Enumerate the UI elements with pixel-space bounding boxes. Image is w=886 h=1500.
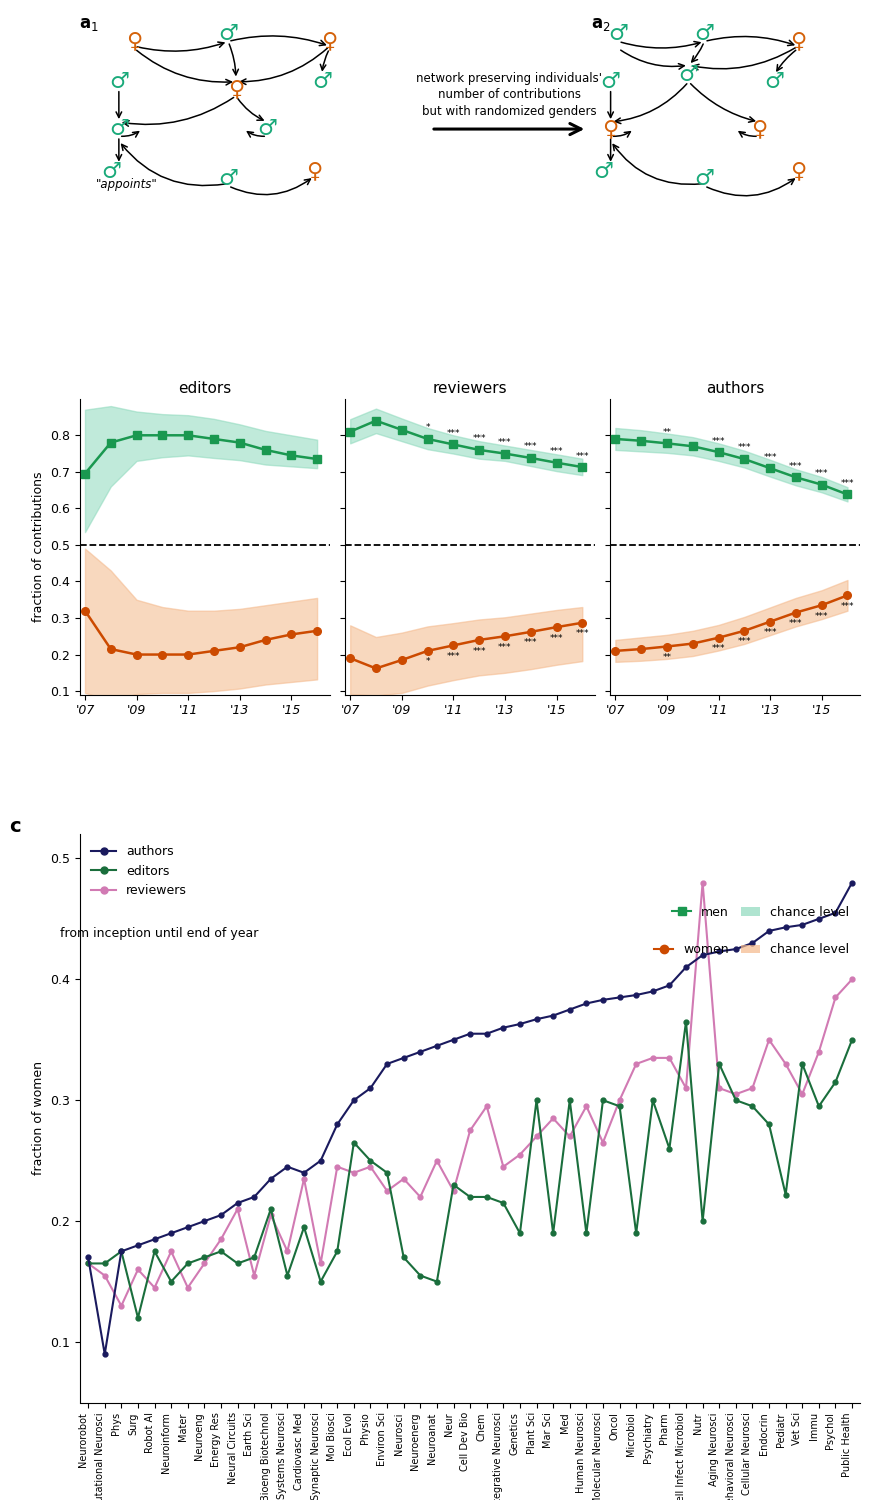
Text: ♀: ♀ [789, 162, 805, 182]
Text: ***: *** [549, 447, 563, 456]
Title: editors: editors [178, 381, 231, 396]
Text: ♂: ♂ [312, 72, 331, 92]
Title: reviewers: reviewers [432, 381, 507, 396]
Text: ♂: ♂ [101, 162, 120, 182]
Text: ♂: ♂ [109, 72, 128, 92]
Text: ♂: ♂ [218, 170, 237, 189]
Text: ***: *** [575, 452, 588, 460]
Text: ***: *** [711, 645, 725, 654]
Text: ***: *** [840, 478, 853, 488]
Text: $\mathbf{a}_2$: $\mathbf{a}_2$ [590, 15, 610, 33]
Text: ***: *** [524, 639, 537, 648]
Text: ***: *** [472, 646, 486, 656]
Text: from inception until end of year: from inception until end of year [60, 927, 259, 940]
Text: network preserving individuals': network preserving individuals' [416, 72, 602, 84]
Text: *: * [424, 657, 430, 666]
Text: ***: *** [524, 442, 537, 452]
Text: ♂: ♂ [608, 24, 627, 45]
Text: number of contributions: number of contributions [437, 88, 580, 102]
Text: ***: *** [472, 435, 486, 444]
Y-axis label: fraction of women: fraction of women [32, 1062, 44, 1176]
Text: ***: *** [737, 444, 750, 453]
Legend: authors, editors, reviewers: authors, editors, reviewers [86, 840, 191, 902]
Text: *: * [424, 423, 430, 432]
Text: $\mathbf{a}_1$: $\mathbf{a}_1$ [79, 15, 98, 33]
Text: ♀: ♀ [126, 32, 143, 51]
Text: c: c [10, 818, 21, 836]
Text: ***: *** [814, 612, 828, 621]
Title: authors: authors [705, 381, 764, 396]
Legend: women, chance level: women, chance level [649, 939, 853, 962]
Text: ♀: ♀ [228, 80, 244, 99]
Text: ♂: ♂ [592, 162, 612, 182]
Text: ♂: ♂ [694, 24, 713, 45]
Text: ***: *** [814, 470, 828, 478]
Text: ♂: ♂ [109, 118, 128, 140]
Text: ***: *** [446, 652, 460, 662]
Text: ***: *** [498, 644, 511, 652]
Text: ***: *** [789, 620, 802, 628]
Text: ♀: ♀ [306, 162, 322, 182]
Text: ♂: ♂ [218, 24, 237, 45]
Text: ♂: ♂ [257, 118, 276, 140]
Text: ♂: ♂ [764, 72, 783, 92]
Text: ♂: ♂ [600, 72, 620, 92]
Text: **: ** [662, 427, 671, 436]
Text: ***: *** [737, 638, 750, 646]
Text: ***: *** [575, 630, 588, 639]
Text: ***: *** [840, 602, 853, 610]
Text: ***: *** [763, 628, 776, 638]
Text: ***: *** [789, 462, 802, 471]
Text: **: ** [662, 652, 671, 662]
Text: ♀: ♀ [321, 32, 338, 51]
Text: ♀: ♀ [789, 32, 805, 51]
Text: ***: *** [498, 438, 511, 447]
Text: but with randomized genders: but with randomized genders [422, 105, 595, 118]
Legend: men, chance level: men, chance level [666, 900, 853, 924]
Text: "appoints": "appoints" [96, 178, 157, 192]
Text: ***: *** [446, 429, 460, 438]
Text: ♂: ♂ [694, 170, 713, 189]
Text: ♂: ♂ [678, 64, 698, 84]
Text: ***: *** [763, 453, 776, 462]
Text: ***: *** [549, 633, 563, 642]
Text: ***: *** [711, 436, 725, 445]
Text: ♀: ♀ [750, 118, 766, 140]
Text: ♀: ♀ [602, 118, 618, 140]
Y-axis label: fraction of contributions: fraction of contributions [32, 471, 44, 622]
